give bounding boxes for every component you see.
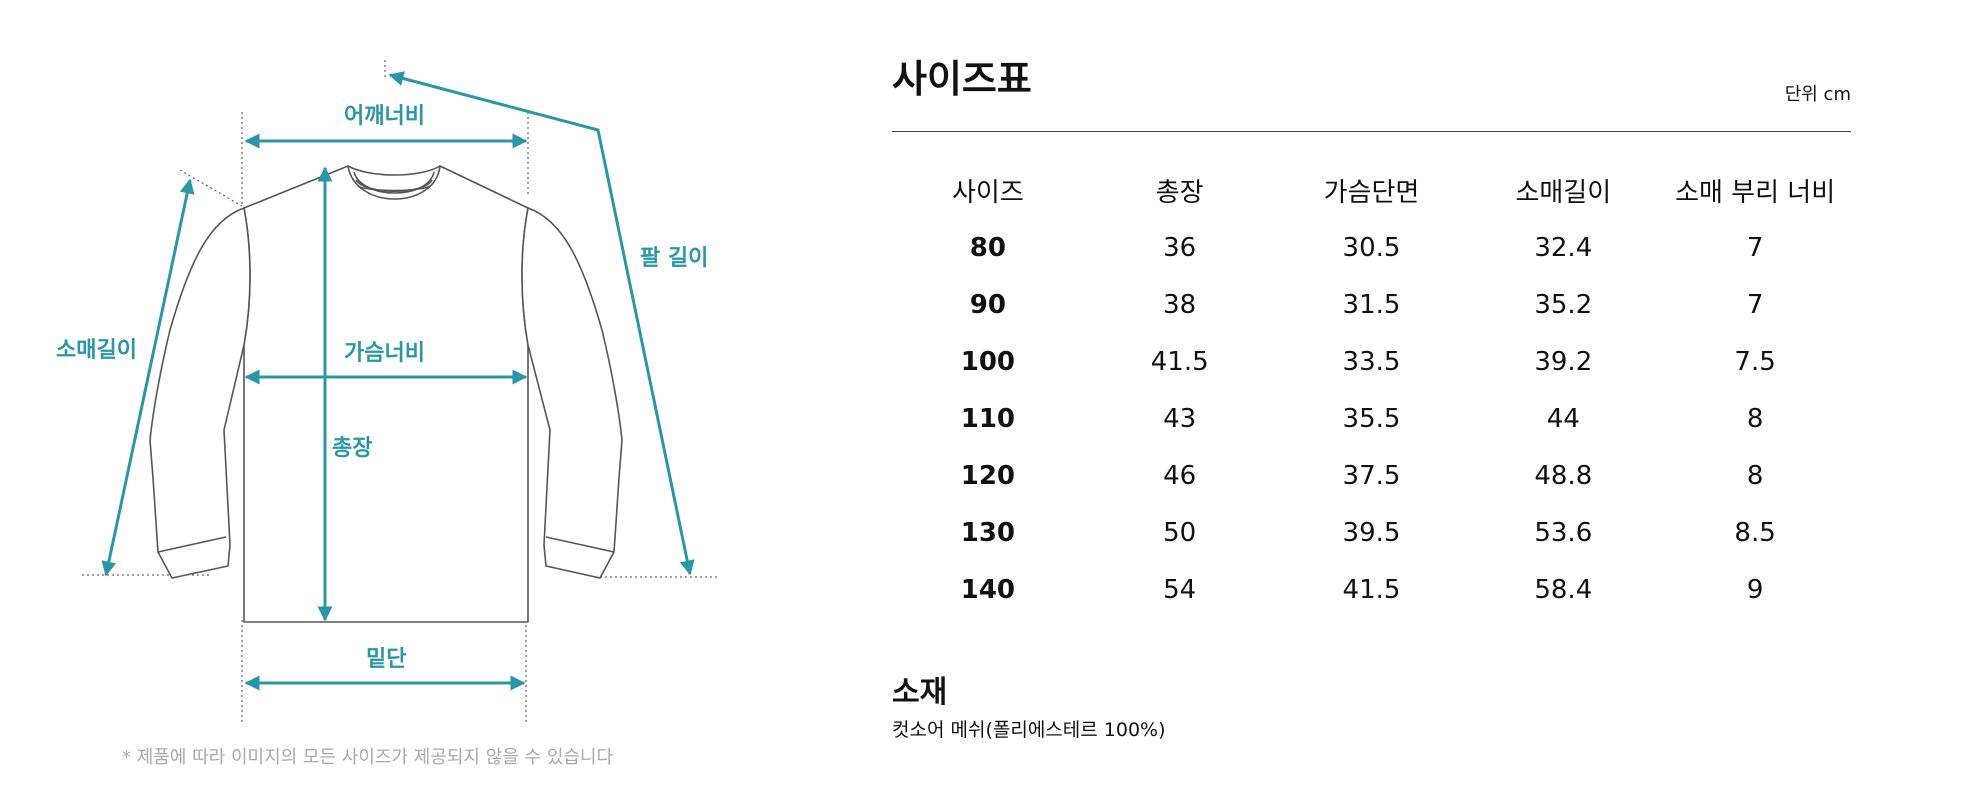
title-divider (892, 131, 1851, 132)
sleeve-length-label: 소매길이 (56, 338, 137, 363)
table-cell: 9 (1746, 574, 1764, 605)
table-cell: 7.5 (1734, 346, 1776, 377)
table-cell: 110 (960, 403, 1016, 434)
table-row: 80 36 30.5 32.4 7 (892, 219, 1851, 276)
arm-arrow (388, 71, 695, 576)
hem-label: 밑단 (366, 647, 407, 672)
table-cell: 120 (960, 460, 1016, 491)
header-cuff-width: 소매 부리 너비 (1675, 178, 1836, 208)
header-total-length: 총장 (1155, 178, 1204, 208)
table-cell: 54 (1163, 574, 1197, 605)
table-cell: 8.5 (1734, 517, 1776, 548)
table-cell: 7 (1746, 232, 1764, 263)
table-header-row: 사이즈 총장 가슴단면 소매길이 소매 부리 너비 (892, 162, 1851, 219)
table-cell: 53.6 (1534, 517, 1593, 548)
size-chart-title: 사이즈표 (892, 57, 1032, 101)
table-cell: 90 (969, 289, 1006, 320)
table-cell: 50 (1163, 517, 1197, 548)
table-cell: 8 (1746, 460, 1764, 491)
table-cell: 31.5 (1342, 289, 1401, 320)
dimension-arrows (101, 71, 695, 691)
sleeve-arrow (101, 178, 195, 577)
material-description: 컷소어 메쉬(폴리에스테르 100%) (892, 719, 1166, 741)
table-cell: 30.5 (1342, 232, 1401, 263)
table-cell: 36 (1163, 232, 1197, 263)
table-cell: 100 (960, 346, 1016, 377)
table-cell: 7 (1746, 289, 1764, 320)
header-size: 사이즈 (952, 178, 1024, 208)
shirt-outline (149, 165, 623, 623)
size-disclaimer: * 제품에 따라 이미지의 모든 사이즈가 제공되지 않을 수 있습니다 (122, 747, 614, 768)
table-cell: 39.2 (1534, 346, 1593, 377)
table-cell: 58.4 (1534, 574, 1593, 605)
table-row: 140 54 41.5 58.4 9 (892, 561, 1851, 618)
material-title: 소재 (892, 675, 948, 710)
table-cell: 35.5 (1342, 403, 1401, 434)
table-cell: 43 (1163, 403, 1197, 434)
table-cell: 35.2 (1534, 289, 1593, 320)
unit-label: 단위 cm (1784, 84, 1851, 105)
table-row: 90 38 31.5 35.2 7 (892, 276, 1851, 333)
table-cell: 37.5 (1342, 460, 1401, 491)
table-cell: 38 (1163, 289, 1197, 320)
table-cell: 44 (1546, 403, 1580, 434)
table-cell: 46 (1163, 460, 1197, 491)
table-row: 110 43 35.5 44 8 (892, 390, 1851, 447)
table-row: 120 46 37.5 48.8 8 (892, 447, 1851, 504)
table-cell: 41.5 (1342, 574, 1401, 605)
header-chest: 가슴단면 (1323, 178, 1420, 208)
size-table: 사이즈 총장 가슴단면 소매길이 소매 부리 너비 80 36 30.5 32.… (892, 162, 1851, 618)
chest-width-label: 가슴너비 (344, 341, 425, 366)
table-cell: 33.5 (1342, 346, 1401, 377)
table-cell: 39.5 (1342, 517, 1401, 548)
table-cell: 8 (1746, 403, 1764, 434)
shoulder-width-label: 어깨너비 (344, 104, 425, 129)
table-cell: 80 (969, 232, 1006, 263)
table-cell: 130 (960, 517, 1016, 548)
table-cell: 32.4 (1534, 232, 1593, 263)
total-length-label: 총장 (332, 436, 373, 461)
header-sleeve-length: 소매길이 (1515, 178, 1612, 208)
arm-length-label: 팔 길이 (640, 246, 709, 271)
table-cell: 48.8 (1534, 460, 1593, 491)
table-cell: 41.5 (1150, 346, 1209, 377)
table-row: 100 41.5 33.5 39.2 7.5 (892, 333, 1851, 390)
table-cell: 140 (960, 574, 1016, 605)
table-row: 130 50 39.5 53.6 8.5 (892, 504, 1851, 561)
garment-size-diagram (82, 60, 720, 722)
